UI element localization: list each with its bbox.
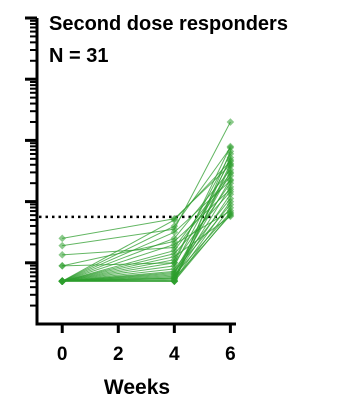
data-point [58,234,67,243]
data-point [226,210,235,218]
subject-lines [61,121,231,282]
data-point [226,185,235,194]
data-point [58,241,67,250]
x-tick-label: 0 [57,344,68,365]
subject-points [58,118,235,285]
data-point [58,262,67,270]
x-tick-label: 6 [225,344,236,365]
data-point [170,237,179,246]
data-point [226,142,235,151]
data-point [170,225,179,233]
x-tick-label: 2 [113,344,124,365]
data-point [226,200,235,209]
data-point [170,259,179,267]
y-axis [25,16,39,324]
y-axis-ticks [25,16,37,307]
data-point [58,251,67,259]
subject-line [62,147,231,282]
data-point [226,169,235,178]
x-axis: 0 2 4 6 [35,322,236,365]
data-point [170,214,179,223]
data-point [226,194,235,203]
data-point [226,176,235,185]
x-axis-title: Weeks [104,376,170,399]
data-point [226,161,235,169]
data-point [226,118,235,126]
chart-subtitle: N = 31 [49,45,108,67]
subject-line [62,173,231,256]
chart-title: Second dose responders [49,13,288,35]
data-point [58,277,67,285]
data-point [170,243,179,252]
x-axis-ticks: 0 2 4 6 [57,324,236,365]
data-point [170,277,179,285]
x-tick-label: 4 [169,344,180,365]
